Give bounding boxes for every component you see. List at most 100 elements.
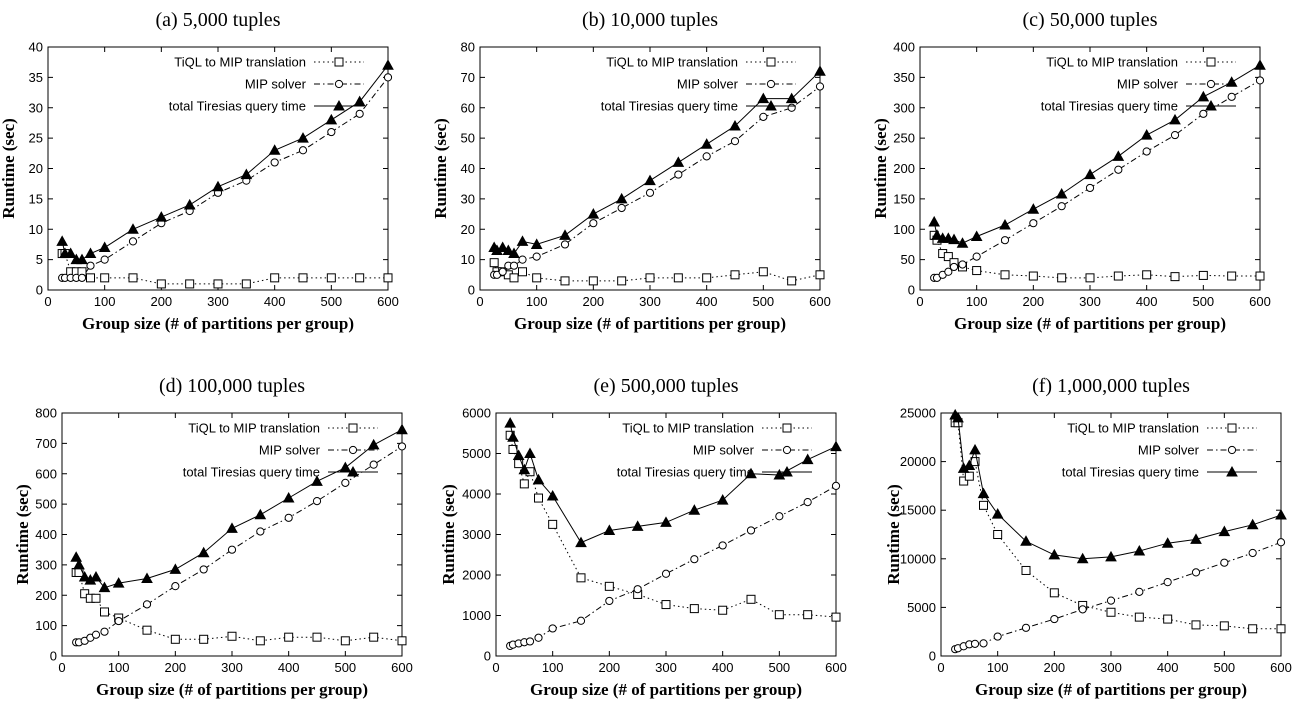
data-point xyxy=(255,636,265,646)
y-tick-label: 250 xyxy=(893,131,915,146)
data-point xyxy=(298,273,308,283)
data-point xyxy=(396,423,408,435)
data-point xyxy=(993,632,1002,641)
data-point xyxy=(972,266,982,276)
data-point xyxy=(112,577,125,588)
data-point xyxy=(518,255,527,264)
x-axis-label: Group size (# of partitions per group) xyxy=(82,314,354,333)
data-point xyxy=(298,146,308,155)
data-point xyxy=(240,168,253,180)
data-point xyxy=(1028,271,1038,281)
x-tick-label: 300 xyxy=(1100,660,1122,675)
data-point xyxy=(142,600,152,609)
series-line xyxy=(76,572,403,642)
data-point xyxy=(519,479,529,489)
data-point xyxy=(1248,548,1257,558)
x-tick-label: 400 xyxy=(712,660,734,675)
data-point xyxy=(576,573,586,583)
series-1 xyxy=(506,481,841,650)
data-point xyxy=(383,273,393,283)
data-point xyxy=(814,65,826,76)
y-tick-label: 0 xyxy=(50,649,57,664)
series-line xyxy=(510,485,837,647)
y-tick-label: 2000 xyxy=(462,568,491,583)
data-point xyxy=(1106,607,1116,617)
x-tick-label: 100 xyxy=(108,660,130,675)
y-tick-label: 100 xyxy=(35,618,57,633)
y-tick-label: 300 xyxy=(35,557,57,572)
data-point xyxy=(91,630,101,639)
data-point xyxy=(991,508,1004,519)
data-point xyxy=(532,273,542,283)
y-tick-label: 400 xyxy=(893,40,915,55)
data-point xyxy=(1020,535,1032,546)
data-point xyxy=(127,223,139,234)
data-point xyxy=(509,273,519,283)
legend-marker xyxy=(1227,445,1237,455)
legend-marker xyxy=(1205,99,1217,111)
chart-panel-2: (c) 50,000 tuples 0 100 200 300 400 500 600 0 50 1… xyxy=(871,9,1271,333)
x-tick-label: 0 xyxy=(937,660,944,675)
data-point xyxy=(615,192,628,204)
series-line xyxy=(509,423,837,544)
data-point xyxy=(311,475,323,486)
data-point xyxy=(785,92,798,104)
data-point xyxy=(1198,270,1208,280)
data-point xyxy=(645,188,655,197)
x-axis-label: Group size (# of partitions per group) xyxy=(975,680,1247,699)
data-point xyxy=(803,610,813,620)
x-tick-label: 600 xyxy=(825,660,847,675)
data-point xyxy=(1114,165,1123,174)
data-point xyxy=(197,546,210,558)
data-point xyxy=(100,627,109,636)
data-point xyxy=(297,132,309,143)
data-point xyxy=(1219,621,1229,631)
data-point xyxy=(645,273,655,283)
data-point xyxy=(605,596,614,606)
data-point xyxy=(689,604,699,614)
legend-marker xyxy=(765,99,777,111)
data-point xyxy=(589,219,598,228)
data-point xyxy=(1134,612,1144,622)
data-point xyxy=(617,276,627,286)
data-point xyxy=(530,238,543,249)
data-point xyxy=(745,467,757,479)
x-tick-label: 300 xyxy=(639,294,661,309)
series-1 xyxy=(930,76,1265,282)
legend-label: TiQL to MIP translation xyxy=(188,421,320,436)
legend-marker xyxy=(348,445,358,455)
data-point xyxy=(1027,203,1040,214)
y-axis-label: Runtime (sec) xyxy=(884,484,903,585)
y-axis-label: Runtime (sec) xyxy=(431,118,450,219)
data-point xyxy=(226,522,238,533)
x-tick-label: 0 xyxy=(492,660,499,675)
data-point xyxy=(326,273,336,283)
series-line xyxy=(509,435,837,618)
data-point xyxy=(631,520,644,531)
x-tick-label: 100 xyxy=(966,294,988,309)
data-point xyxy=(633,585,642,594)
data-point xyxy=(716,494,729,505)
data-point xyxy=(1246,518,1259,530)
x-tick-label: 400 xyxy=(264,294,286,309)
y-tick-label: 10 xyxy=(29,222,43,237)
y-tick-label: 40 xyxy=(461,161,475,176)
data-point xyxy=(963,459,976,470)
data-point xyxy=(78,570,91,582)
data-point xyxy=(512,449,525,461)
data-point xyxy=(100,607,109,617)
data-point xyxy=(730,270,740,280)
data-point xyxy=(1084,168,1096,180)
data-point xyxy=(80,589,90,599)
data-point xyxy=(1276,624,1286,634)
x-tick-label: 0 xyxy=(58,660,65,675)
x-tick-label: 500 xyxy=(768,660,790,675)
data-point xyxy=(956,237,969,248)
data-point xyxy=(270,273,280,283)
legend-label: MIP solver xyxy=(677,77,739,92)
data-point xyxy=(507,431,519,442)
data-point xyxy=(534,493,543,503)
data-point xyxy=(508,247,520,259)
data-point xyxy=(128,237,138,246)
data-point xyxy=(1220,558,1229,567)
